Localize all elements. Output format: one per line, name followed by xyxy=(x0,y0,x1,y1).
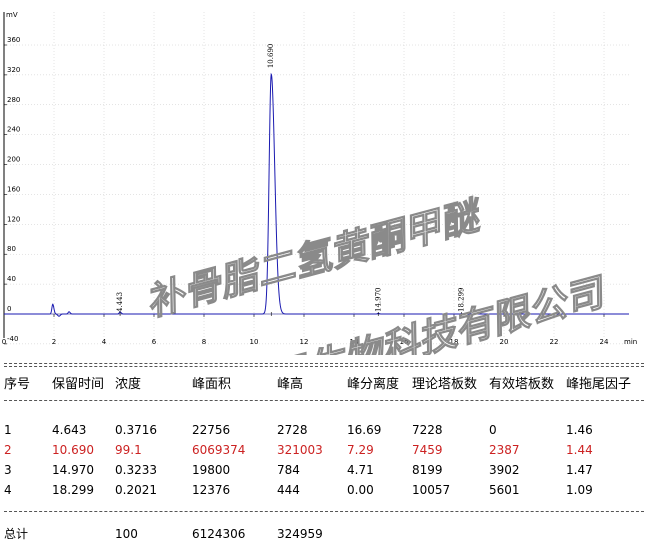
y-tick-label: 40 xyxy=(7,275,16,283)
x-tick-label: 6 xyxy=(152,338,157,346)
x-tick-label: 20 xyxy=(500,338,509,346)
cell-index: 2 xyxy=(4,443,12,457)
peak-label: 14.970 xyxy=(374,288,382,313)
total-concentration: 100 xyxy=(115,527,138,541)
table-divider xyxy=(4,363,644,364)
peak-table: 序号 保留时间 浓度 峰面积 峰高 峰分离度 理论塔板数 有效塔板数 峰拖尾因子… xyxy=(0,355,650,548)
cell-peak-height: 784 xyxy=(277,463,300,477)
x-tick-label: 18 xyxy=(450,338,459,346)
x-tick-label: 10 xyxy=(250,338,259,346)
cell-index: 3 xyxy=(4,463,12,477)
table-divider xyxy=(4,366,644,367)
y-tick-label: 160 xyxy=(7,185,20,193)
total-peak-area: 6124306 xyxy=(192,527,246,541)
cell-resolution: 4.71 xyxy=(347,463,374,477)
peak-label: 10.690 xyxy=(267,44,275,69)
header-tailing-factor: 峰拖尾因子 xyxy=(566,377,632,392)
total-peak-height: 324959 xyxy=(277,527,323,541)
x-tick-label: 0 xyxy=(2,338,6,346)
x-tick-label: 14 xyxy=(350,338,359,346)
cell-theoretical-plates: 8199 xyxy=(412,463,443,477)
header-concentration: 浓度 xyxy=(115,377,142,392)
header-effective-plates: 有效塔板数 xyxy=(489,377,555,392)
cell-tailing-factor: 1.47 xyxy=(566,463,593,477)
peak-label: 4.443 xyxy=(116,292,124,312)
header-peak-height: 峰高 xyxy=(277,377,304,392)
table-row: 3 14.970 0.3233 19800 784 4.71 8199 3902… xyxy=(0,461,650,479)
table-divider xyxy=(4,511,644,512)
chromatogram-trace xyxy=(4,72,629,317)
x-tick-label: 4 xyxy=(102,338,107,346)
peak-labels: 4.443 10.690 14.970 18.299 xyxy=(116,44,465,316)
cell-effective-plates: 5601 xyxy=(489,483,520,497)
y-tick-label: 280 xyxy=(7,96,20,104)
cell-retention-time: 4.643 xyxy=(52,423,87,437)
cell-peak-area: 6069374 xyxy=(192,443,246,457)
cell-theoretical-plates: 7459 xyxy=(412,443,443,457)
y-tick-label: 200 xyxy=(7,156,20,164)
cell-peak-area: 12376 xyxy=(192,483,231,497)
x-tick-label: 12 xyxy=(300,338,309,346)
table-row: 1 4.643 0.3716 22756 2728 16.69 7228 0 1… xyxy=(0,421,650,439)
cell-retention-time: 18.299 xyxy=(52,483,94,497)
cell-peak-area: 19800 xyxy=(192,463,231,477)
y-axis-label: mV xyxy=(6,11,18,19)
x-tick-label: 22 xyxy=(550,338,559,346)
cell-tailing-factor: 1.46 xyxy=(566,423,593,437)
watermark: 补骨脂二氢黄酮甲醚 成都瑞芬思生物科技有限公司 xyxy=(118,191,612,355)
x-tick-label: 16 xyxy=(400,338,409,346)
y-tick-label: 0 xyxy=(7,305,11,313)
table-row-highlighted: 2 10.690 99.1 6069374 321003 7.29 7459 2… xyxy=(0,441,650,459)
cell-peak-area: 22756 xyxy=(192,423,231,437)
cell-index: 4 xyxy=(4,483,12,497)
watermark-line-1: 补骨脂二氢黄酮甲醚 xyxy=(141,191,489,325)
header-index: 序号 xyxy=(4,377,31,392)
cell-concentration: 99.1 xyxy=(115,443,142,457)
table-row: 4 18.299 0.2021 12376 444 0.00 10057 560… xyxy=(0,481,650,499)
header-theoretical-plates: 理论塔板数 xyxy=(412,377,478,392)
y-tick-label: 120 xyxy=(7,215,20,223)
x-axis-label: min xyxy=(624,338,637,346)
table-header-row: 序号 保留时间 浓度 峰面积 峰高 峰分离度 理论塔板数 有效塔板数 峰拖尾因子 xyxy=(0,376,650,394)
cell-concentration: 0.3716 xyxy=(115,423,157,437)
cell-effective-plates: 2387 xyxy=(489,443,520,457)
cell-concentration: 0.2021 xyxy=(115,483,157,497)
cell-retention-time: 14.970 xyxy=(52,463,94,477)
cell-index: 1 xyxy=(4,423,12,437)
cell-effective-plates: 3902 xyxy=(489,463,520,477)
y-tick-label: 240 xyxy=(7,126,20,134)
cell-resolution: 16.69 xyxy=(347,423,382,437)
total-label: 总计 xyxy=(4,527,29,541)
peak-label: 18.299 xyxy=(457,288,465,313)
header-retention-time: 保留时间 xyxy=(52,377,105,392)
y-tick-label: -40 xyxy=(7,335,18,343)
x-tick-label: 2 xyxy=(52,338,56,346)
cell-peak-height: 2728 xyxy=(277,423,308,437)
cell-peak-height: 321003 xyxy=(277,443,323,457)
table-divider xyxy=(4,400,644,401)
cell-effective-plates: 0 xyxy=(489,423,497,437)
cell-tailing-factor: 1.09 xyxy=(566,483,593,497)
y-tick-label: 360 xyxy=(7,36,20,44)
table-total-row: 总计 100 6124306 324959 xyxy=(0,525,650,543)
cell-tailing-factor: 1.44 xyxy=(566,443,593,457)
x-tick-label: 24 xyxy=(600,338,609,346)
cell-concentration: 0.3233 xyxy=(115,463,157,477)
chart-grid xyxy=(3,12,629,345)
cell-peak-height: 444 xyxy=(277,483,300,497)
header-resolution: 峰分离度 xyxy=(347,377,400,392)
cell-theoretical-plates: 10057 xyxy=(412,483,451,497)
cell-resolution: 0.00 xyxy=(347,483,374,497)
cell-retention-time: 10.690 xyxy=(52,443,94,457)
y-tick-label: 320 xyxy=(7,66,20,74)
cell-resolution: 7.29 xyxy=(347,443,374,457)
header-peak-area: 峰面积 xyxy=(192,377,232,392)
cell-theoretical-plates: 7228 xyxy=(412,423,443,437)
x-tick-label: 8 xyxy=(202,338,206,346)
y-tick-label: 80 xyxy=(7,245,16,253)
